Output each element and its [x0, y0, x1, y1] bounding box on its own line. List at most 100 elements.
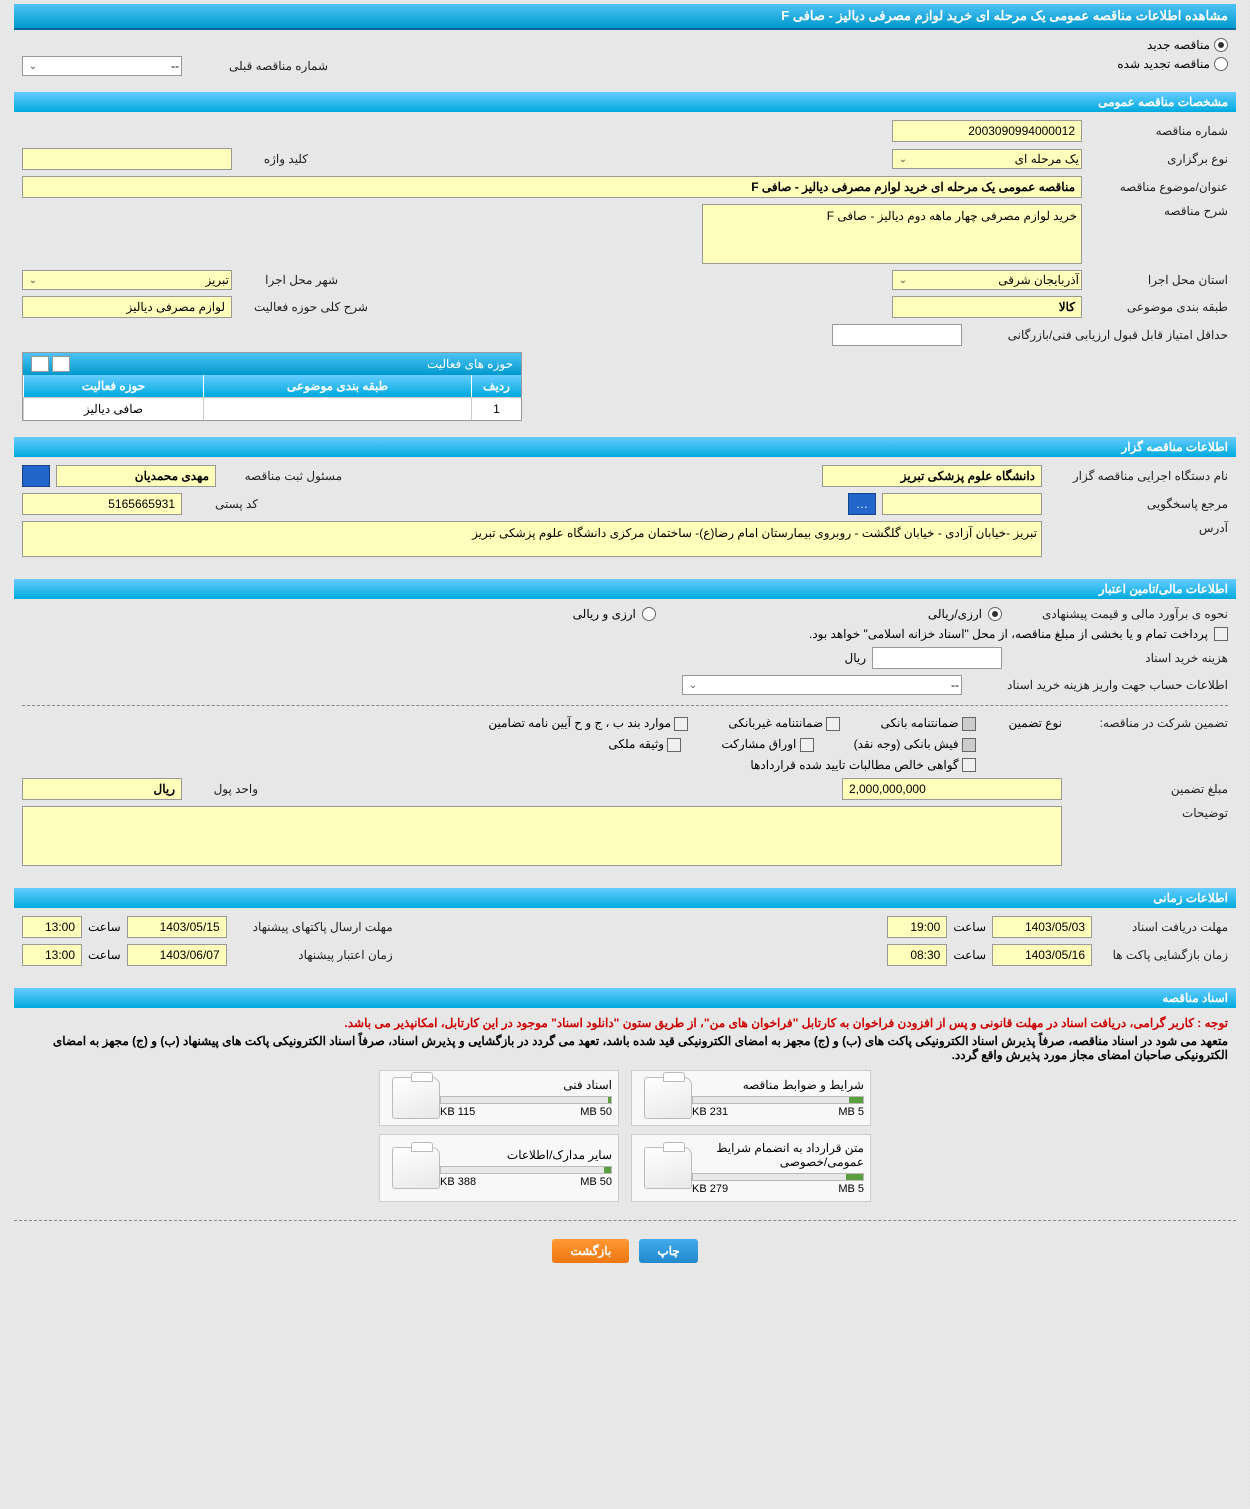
account-info-select[interactable]: -- ⌄	[682, 675, 962, 695]
page-title: مشاهده اطلاعات مناقصه عمومی یک مرحله ای …	[14, 4, 1236, 30]
responsible-label: مسئول ثبت مناقصه	[222, 469, 342, 483]
time-label: ساعت	[953, 920, 986, 934]
chevron-down-icon: ⌄	[685, 680, 701, 691]
desc-label: شرح مناقصه	[1088, 204, 1228, 218]
docs-notice-1: توجه : کاربر گرامی، دریافت اسناد در مهلت…	[22, 1016, 1228, 1030]
desc-field[interactable]: خرید لوازم مصرفی چهار ماهه دوم دیالیز - …	[702, 204, 1082, 264]
postal-label: کد پستی	[188, 497, 258, 511]
docbar-fill	[849, 1097, 863, 1103]
check-label: فیش بانکی (وجه نقد)	[854, 737, 959, 751]
postal-field: 5165665931	[22, 493, 182, 515]
time-label: ساعت	[88, 920, 121, 934]
reference-field[interactable]	[882, 493, 1042, 515]
city-label: شهر محل اجرا	[238, 273, 338, 287]
city-select[interactable]: تبریز ⌄	[22, 270, 232, 290]
cell-n: 1	[471, 397, 521, 420]
back-button[interactable]: بازگشت	[552, 1239, 629, 1263]
select-value: آذربایجان شرقی	[998, 273, 1079, 287]
validity-label: زمان اعتبار پیشنهاد	[233, 948, 393, 962]
radio-icon[interactable]	[642, 607, 656, 621]
validity-time: 13:00	[22, 944, 82, 966]
validity-date: 1403/06/07	[127, 944, 227, 966]
deadline-receive-label: مهلت دریافت اسناد	[1098, 920, 1228, 934]
currency-label: واحد پول	[188, 782, 258, 796]
check-label: وثیقه ملکی	[608, 737, 664, 751]
min-score-field[interactable]	[832, 324, 962, 346]
radio-renewed-tender[interactable]: مناقصه تجدید شده	[1117, 57, 1228, 71]
col-activity: حوزه فعالیت	[23, 375, 203, 397]
chevron-down-icon: ⌄	[895, 275, 911, 286]
doc-file-box[interactable]: شرایط و ضوابط مناقصه 5 MB 231 KB	[631, 1070, 871, 1126]
notes-label: توضیحات	[1068, 806, 1228, 820]
checkbox-payment-note[interactable]	[1214, 627, 1228, 641]
keyword-field[interactable]	[22, 148, 232, 170]
open-time-label: زمان بازگشایی پاکت ها	[1098, 948, 1228, 962]
doc-capacity: 5 MB	[838, 1183, 864, 1195]
checkbox-bond-items[interactable]	[674, 717, 688, 731]
grid-tool-icon[interactable]	[31, 356, 49, 372]
doc-size: 279 KB	[692, 1183, 728, 1195]
select-value: --	[171, 59, 179, 73]
col-row: ردیف	[471, 375, 521, 397]
docs-notice-2: متعهد می شود در اسناد مناقصه، صرفاً پذیر…	[22, 1034, 1228, 1062]
checkbox-bank-guarantee[interactable]	[962, 717, 976, 731]
address-label: آدرس	[1048, 521, 1228, 535]
doc-file-name: متن قرارداد به انضمام شرایط عمومی/خصوصی	[692, 1141, 864, 1169]
executive-org-label: نام دستگاه اجرایی مناقصه گزار	[1048, 469, 1228, 483]
estimate-method-label: نحوه ی برآورد مالی و قیمت پیشنهادی	[1008, 607, 1228, 621]
check-label: ضمانتنامه غیربانکی	[728, 716, 823, 730]
checkbox-clearance[interactable]	[962, 758, 976, 772]
doc-cost-field[interactable]	[872, 647, 1002, 669]
check-label: ضمانتنامه بانکی	[880, 716, 958, 730]
chevron-down-icon: ⌄	[25, 61, 41, 72]
subject-class-field: کالا	[892, 296, 1082, 318]
print-button[interactable]: چاپ	[639, 1239, 697, 1263]
doc-file-name: اسناد فنی	[440, 1078, 612, 1092]
folder-icon	[392, 1147, 440, 1189]
holding-type-select[interactable]: یک مرحله ای ⌄	[892, 149, 1082, 169]
select-value: --	[951, 678, 959, 692]
select-value: یک مرحله ای	[1015, 152, 1079, 166]
lookup-button[interactable]	[22, 465, 50, 487]
radio-icon[interactable]	[988, 607, 1002, 621]
grid-tool-icon[interactable]	[52, 356, 70, 372]
keyword-label: کلید واژه	[238, 152, 308, 166]
reference-label: مرجع پاسخگویی	[1048, 497, 1228, 511]
time-label: ساعت	[88, 948, 121, 962]
checkbox-bank-receipt[interactable]	[962, 738, 976, 752]
doc-file-box[interactable]: اسناد فنی 50 MB 115 KB	[379, 1070, 619, 1126]
section-finance: اطلاعات مالی/تامین اعتبار	[14, 579, 1236, 599]
radio-icon	[1214, 38, 1228, 52]
lookup-button[interactable]: …	[848, 493, 876, 515]
checkbox-participation-bonds[interactable]	[800, 738, 814, 752]
chevron-down-icon: ⌄	[25, 275, 41, 286]
check-label: گواهی خالص مطالبات تایید شده قراردادها	[750, 758, 958, 772]
section-general: مشخصات مناقصه عمومی	[14, 92, 1236, 112]
folder-icon	[644, 1147, 692, 1189]
deadline-send-date: 1403/05/15	[127, 916, 227, 938]
deadline-receive-time: 19:00	[887, 916, 947, 938]
activity-desc-field: لوازم مصرفی دیالیز	[22, 296, 232, 318]
doc-cost-unit: ریال	[844, 651, 866, 665]
grid-title: حوزه های فعالیت	[427, 357, 513, 371]
guarantee-amount-field: 2,000,000,000	[842, 778, 1062, 800]
radio-new-tender[interactable]: مناقصه جدید	[22, 38, 1228, 52]
notes-field[interactable]	[22, 806, 1062, 866]
tender-number-field: 2003090994000012	[892, 120, 1082, 142]
prev-number-select[interactable]: -- ⌄	[22, 56, 182, 76]
tender-number-label: شماره مناقصه	[1088, 124, 1228, 138]
doc-file-box[interactable]: متن قرارداد به انضمام شرایط عمومی/خصوصی …	[631, 1134, 871, 1202]
doc-capacity: 50 MB	[580, 1176, 612, 1188]
province-select[interactable]: آذربایجان شرقی ⌄	[892, 270, 1082, 290]
executive-org-field: دانشگاه علوم پزشکی تبریز	[822, 465, 1042, 487]
open-time: 08:30	[887, 944, 947, 966]
radio-both-label: ارزی و ریالی	[573, 607, 636, 621]
checkbox-property[interactable]	[667, 738, 681, 752]
address-field: تبریز -خیابان آزادی - خیابان گلگشت - روب…	[22, 521, 1042, 557]
section-tenderer: اطلاعات مناقصه گزار	[14, 437, 1236, 457]
section-docs: اسناد مناقصه	[14, 988, 1236, 1008]
doc-file-name: شرایط و ضوابط مناقصه	[692, 1078, 864, 1092]
deadline-send-time: 13:00	[22, 916, 82, 938]
checkbox-nonbank-guarantee[interactable]	[826, 717, 840, 731]
doc-file-box[interactable]: سایر مدارک/اطلاعات 50 MB 388 KB	[379, 1134, 619, 1202]
